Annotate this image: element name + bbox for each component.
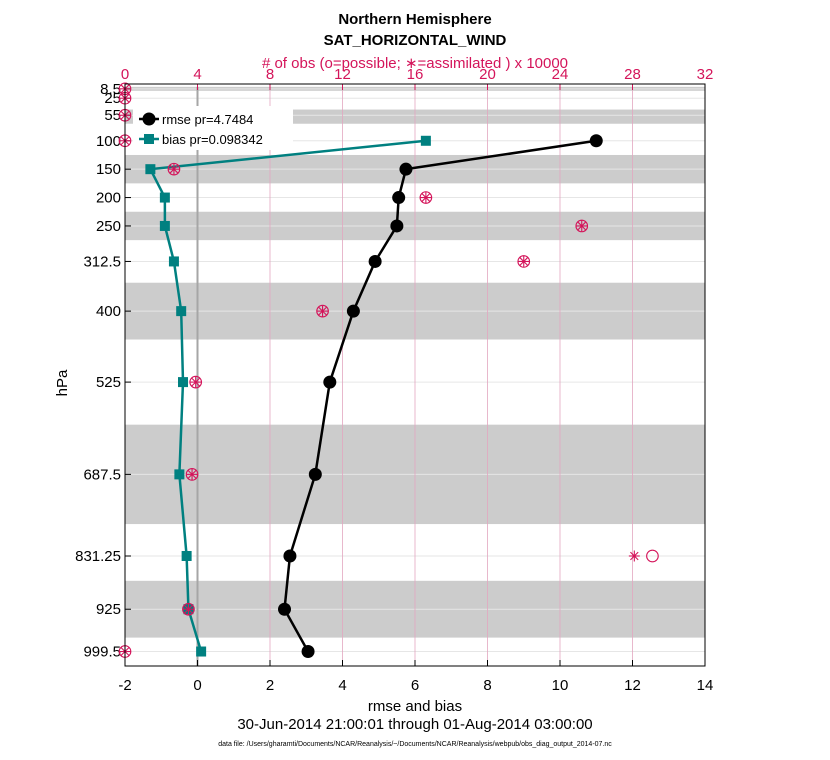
legend-box bbox=[133, 106, 293, 150]
top-tick-label-6: 24 bbox=[552, 66, 569, 83]
top-tick-label-4: 16 bbox=[407, 66, 424, 83]
obs-assimilated-marker-7 bbox=[518, 255, 530, 267]
obs-possible-marker-11 bbox=[646, 549, 659, 563]
obs-assimilated-marker-9 bbox=[190, 376, 202, 388]
y-tick-label-0: 8.5 bbox=[100, 81, 121, 98]
bias-point-3 bbox=[159, 220, 170, 231]
y-tick-label-7: 312.5 bbox=[83, 253, 121, 270]
y-tick-label-4: 150 bbox=[96, 161, 121, 178]
x-tick-label-5: 8 bbox=[483, 677, 491, 694]
obs-assimilated-marker-8 bbox=[317, 305, 329, 317]
y-tick-label-5: 200 bbox=[96, 190, 121, 207]
obs-possible-marker-10 bbox=[185, 468, 199, 481]
rmse-point-0 bbox=[589, 134, 603, 148]
obs-assimilated-marker-9-ray-3 bbox=[191, 377, 200, 387]
legend-label-1: bias pr=0.098342 bbox=[162, 132, 263, 147]
obs-assimilated-marker-6-ray-3 bbox=[577, 221, 587, 231]
bias-point-8 bbox=[181, 550, 192, 561]
obs-assimilated-marker-12 bbox=[182, 603, 194, 615]
x-tick-label-2: 2 bbox=[266, 677, 274, 694]
bias-point-7 bbox=[174, 469, 185, 480]
x-tick-label-3: 4 bbox=[338, 677, 346, 694]
footnote: data file: /Users/gharamti/Documents/NCA… bbox=[218, 741, 612, 748]
y-tick-label-9: 525 bbox=[96, 374, 121, 391]
y-axis-label: hPa bbox=[54, 369, 71, 396]
legend-marker-1 bbox=[144, 134, 154, 144]
x-tick-label-6: 10 bbox=[552, 677, 569, 694]
top-tick-label-5: 20 bbox=[479, 66, 496, 83]
obs-possible-marker-6 bbox=[575, 219, 589, 233]
x-axis-label: rmse and bias bbox=[368, 698, 462, 715]
top-tick-label-3: 12 bbox=[334, 66, 351, 83]
x-tick-label-4: 6 bbox=[411, 677, 419, 694]
rmse-point-1 bbox=[399, 162, 413, 176]
x-tick-label-0: -2 bbox=[118, 677, 131, 694]
bias-point-0 bbox=[420, 135, 431, 146]
tick-layer: -2 0 2 4 6 8 10 12 140 4 8 12 16 20 24 28 328.5255510015… bbox=[75, 66, 713, 694]
plot-frame bbox=[124, 83, 706, 667]
top-tick-label-1: 4 bbox=[193, 66, 201, 83]
obs-assimilated-marker-11 bbox=[628, 550, 640, 562]
x-tick-label-7: 12 bbox=[624, 677, 641, 694]
legend-label-0: rmse pr=4.7484 bbox=[162, 112, 253, 127]
bias-point-1 bbox=[145, 164, 156, 175]
obs-possible-marker-12 bbox=[182, 602, 195, 616]
obs-possible-marker-9 bbox=[189, 375, 203, 389]
rmse-point-8 bbox=[283, 549, 297, 563]
obs-possible-marker-5 bbox=[419, 191, 433, 204]
rmse-point-4 bbox=[368, 254, 382, 268]
rmse-point-10 bbox=[301, 645, 315, 659]
obs-assimilated-marker-10 bbox=[186, 468, 198, 480]
chart-subtitle: SAT_HORIZONTAL_WIND bbox=[324, 32, 507, 49]
x-tick-label-1: 0 bbox=[193, 677, 201, 694]
top-tick-label-8: 32 bbox=[697, 66, 714, 83]
obs-assimilated-marker-12-ray-3 bbox=[184, 604, 193, 614]
y-tick-label-6: 250 bbox=[96, 218, 121, 235]
legend-marker-0 bbox=[142, 112, 156, 126]
date-range: 30-Jun-2014 21:00:01 through 01-Aug-2014… bbox=[237, 716, 592, 733]
rmse-point-7 bbox=[308, 467, 322, 481]
bias-point-2 bbox=[159, 192, 170, 203]
obs-possible-marker-4 bbox=[167, 162, 181, 176]
rmse-point-3 bbox=[390, 219, 404, 233]
obs-assimilated-marker-10-ray-3 bbox=[187, 470, 197, 479]
top-tick-label-2: 8 bbox=[266, 66, 274, 83]
series-layer bbox=[145, 134, 603, 659]
obs-possible-marker-7 bbox=[517, 255, 531, 268]
y-tick-label-2: 55 bbox=[104, 107, 121, 124]
rmse-point-5 bbox=[346, 304, 360, 318]
rmse-point-2 bbox=[392, 191, 406, 205]
obs-possible-marker-8 bbox=[316, 304, 329, 318]
y-tick-label-1: 25 bbox=[104, 90, 121, 107]
obs-assimilated-marker-8-ray-3 bbox=[318, 306, 327, 316]
top-tick-label-0: 0 bbox=[121, 66, 129, 83]
obs-assimilated-marker-6 bbox=[576, 220, 588, 232]
obs-assimilated-marker-4-ray-3 bbox=[169, 164, 179, 174]
obs-assimilated-marker-7-ray-3 bbox=[519, 257, 529, 266]
legend: rmse pr=4.7484 bias pr=0.098342 bbox=[133, 106, 293, 150]
y-tick-label-11: 831.25 bbox=[75, 548, 121, 565]
bias-point-10 bbox=[196, 646, 207, 657]
top-axis-label: # of obs (o=possible; ∗=assimilated ) x … bbox=[262, 55, 568, 72]
obs-assimilated-marker-5 bbox=[420, 192, 432, 204]
bias-point-6 bbox=[178, 377, 188, 388]
y-tick-label-13: 999.5 bbox=[83, 644, 121, 661]
chart-title: Northern Hemisphere bbox=[338, 11, 491, 28]
y-tick-label-10: 687.5 bbox=[83, 466, 121, 483]
obs-assimilated-marker-11-ray-3 bbox=[630, 551, 639, 561]
x-tick-label-8: 14 bbox=[697, 677, 714, 694]
obs-assimilated-marker-5-ray-3 bbox=[421, 193, 431, 202]
top-tick-label-7: 28 bbox=[624, 66, 641, 83]
bias-point-4 bbox=[168, 256, 179, 267]
y-tick-label-3: 100 bbox=[96, 133, 121, 150]
y-tick-label-8: 400 bbox=[96, 303, 121, 320]
rmse-point-9 bbox=[278, 602, 291, 616]
obs-assimilated-marker-4 bbox=[168, 163, 180, 175]
y-tick-label-12: 925 bbox=[96, 601, 121, 618]
bias-point-5 bbox=[176, 306, 187, 317]
rmse-point-6 bbox=[323, 375, 337, 389]
